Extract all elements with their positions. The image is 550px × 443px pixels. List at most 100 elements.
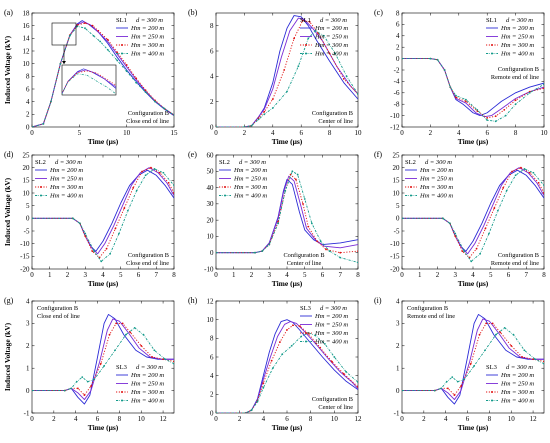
series-point-3 [91, 24, 94, 27]
x-tick-label: 2 [66, 271, 70, 279]
series-point-4 [144, 174, 147, 177]
panel-d: 0 1 2 3 4 5 6 7 8 -20 -15 -10 -5 0 5 10 15 20 25 Time (μs) I… [3, 150, 176, 288]
series-point-3 [325, 248, 327, 251]
series-point-4 [339, 256, 342, 259]
y-tick-label: 30 [207, 200, 215, 208]
series-point-4 [262, 386, 265, 389]
y-tick-label: 4 [210, 73, 214, 81]
series-point-4 [314, 29, 317, 32]
series-point-4 [451, 376, 454, 379]
legend-title-line: SL3 [486, 364, 497, 371]
series-point-3 [301, 19, 304, 22]
x-tick-label: 5 [78, 129, 82, 137]
legend-label: Hm = 250 m [130, 381, 164, 388]
x-tick-label: 15 [171, 129, 179, 137]
series-point-4 [433, 389, 436, 392]
series-point-3 [319, 346, 322, 349]
series-point-4 [70, 387, 73, 390]
series-point-3 [123, 207, 126, 210]
series-point-3 [469, 362, 472, 365]
legend-marker [410, 194, 412, 197]
series-point-3 [293, 37, 295, 40]
x-tick-label: 0 [400, 271, 404, 279]
series-point-3 [262, 382, 265, 385]
series-point-4 [216, 412, 217, 413]
legend-label: Hm = 250 m [500, 381, 534, 388]
series-point-4 [543, 184, 544, 187]
series-point-4 [463, 250, 466, 253]
x-tick-label: 5 [303, 271, 307, 279]
series-group [402, 166, 544, 263]
series-point-4 [402, 389, 403, 392]
series-group [216, 319, 358, 413]
legend-marker [224, 194, 226, 197]
series-point-4 [345, 371, 348, 373]
y-tick-label: 10 [207, 233, 215, 241]
series-point-4 [277, 222, 280, 225]
legend-distance: d = 300 m [320, 305, 347, 312]
series-point-4 [42, 122, 45, 125]
legend-label: Hm = 300 m [314, 42, 348, 49]
x-tick-label: 8 [328, 129, 332, 137]
legend-label: Hm = 250 m [233, 176, 267, 183]
x-tick-label: 1 [232, 271, 236, 279]
series-point-4 [429, 57, 432, 60]
legend-label: Hm = 250 m [419, 176, 453, 183]
legend-label: Hm = 250 m [314, 322, 348, 329]
x-tick-label: 0 [400, 129, 404, 137]
legend-label: Hm = 400 m [233, 193, 267, 200]
legend-label: Hm = 400 m [314, 51, 348, 58]
series-point-4 [505, 189, 508, 192]
series-point-3 [493, 207, 496, 210]
legend-label: Hm = 250 m [314, 34, 348, 41]
y-tick-label: -20 [20, 265, 30, 273]
x-tick-label: 10 [355, 129, 363, 137]
plot-frame [31, 12, 175, 128]
legend-marker [491, 391, 493, 393]
series-point-4 [256, 400, 259, 403]
series-point-4 [402, 57, 403, 60]
series-point-4 [244, 412, 247, 413]
series-point-4 [514, 174, 517, 177]
series-point-4 [114, 349, 116, 352]
series-line-4 [216, 30, 358, 127]
legend-title-line: SL1 [486, 17, 497, 24]
series-point-4 [300, 335, 303, 338]
series-point-4 [445, 380, 448, 383]
series-point-3 [257, 117, 260, 120]
series-point-3 [271, 98, 274, 101]
x-tick-label: 2 [436, 271, 440, 279]
series-point-3 [521, 356, 524, 358]
series-point-3 [279, 341, 281, 343]
legend-title-line: SL3 [116, 364, 127, 371]
series-point-4 [296, 173, 299, 176]
y-tick-label: 5 [26, 202, 30, 210]
legend-marker [410, 186, 412, 188]
x-tick-label: 8 [356, 271, 360, 279]
series-point-4 [494, 120, 497, 123]
series-point-4 [243, 126, 246, 127]
annotation-line: Center of line [318, 118, 353, 125]
series-point-3 [135, 77, 138, 80]
series-point-4 [479, 252, 481, 255]
x-tick-label: 4 [271, 129, 275, 137]
series-point-3 [173, 192, 174, 194]
y-tick-label: 2 [210, 391, 214, 399]
legend-marker [121, 44, 123, 46]
series-line-4 [402, 58, 544, 122]
annotation-line: Configuration B [283, 252, 324, 259]
series-point-4 [163, 107, 166, 110]
legend-label: Hm = 300 m [500, 389, 534, 396]
series-point-4 [250, 409, 253, 412]
series-point-4 [76, 25, 79, 28]
x-tick-label: 6 [507, 271, 511, 279]
series-point-4 [440, 387, 443, 390]
series-point-3 [289, 173, 292, 176]
x-tick-label: 5 [119, 271, 123, 279]
x-tick-label: 8 [514, 129, 518, 137]
series-point-3 [158, 171, 161, 174]
legend-label: Hm = 200 m [49, 167, 83, 174]
